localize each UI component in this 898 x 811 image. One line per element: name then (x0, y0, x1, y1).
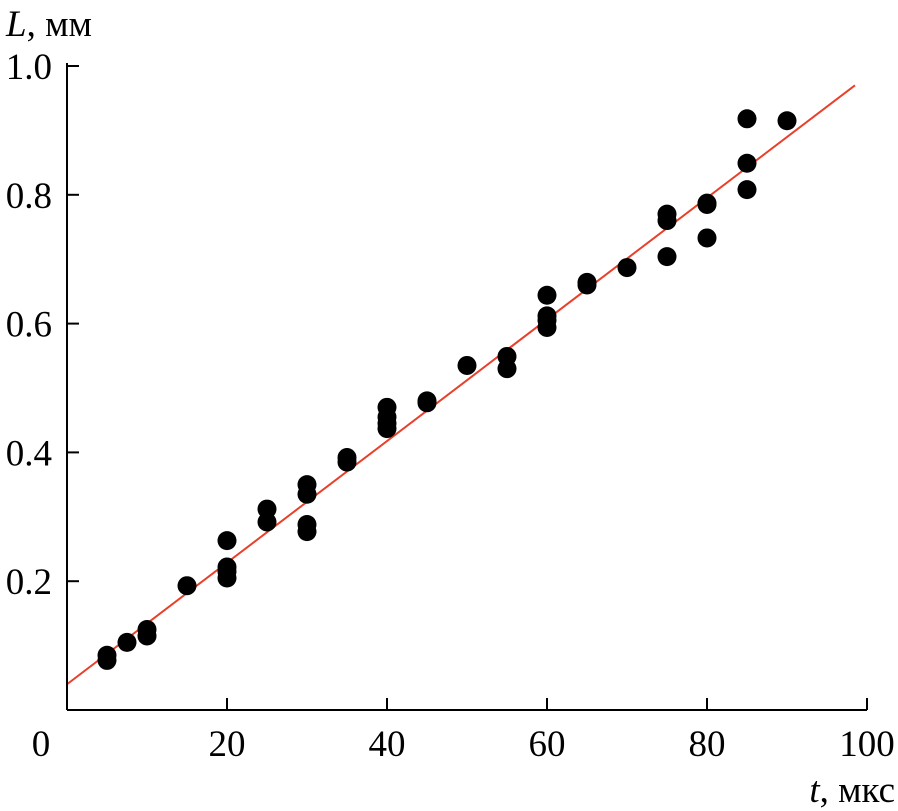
axes-layer (66, 63, 867, 711)
data-point (457, 355, 477, 375)
data-point (657, 247, 677, 267)
y-tick-label: 0.6 (6, 305, 52, 346)
x-tick-label: 40 (369, 724, 406, 765)
x-axis-unit: , мкс (820, 770, 895, 811)
data-point (257, 512, 277, 532)
data-point (117, 632, 137, 652)
data-points-layer (97, 109, 797, 670)
y-tick-label: 0.4 (6, 433, 52, 474)
data-point (97, 650, 117, 670)
y-axis-variable: L (5, 4, 27, 45)
data-point (737, 180, 757, 200)
data-point (177, 576, 197, 596)
data-point (537, 317, 557, 337)
x-tick-label: 100 (839, 724, 895, 765)
data-point (417, 393, 437, 413)
x-axis-label: t, мкс (809, 770, 895, 811)
data-point (577, 275, 597, 295)
data-point (497, 359, 517, 379)
data-point (697, 194, 717, 214)
data-point (737, 109, 757, 129)
data-point (737, 153, 757, 173)
y-tick-label: 1.0 (6, 47, 52, 88)
data-point (217, 531, 237, 551)
data-point (297, 522, 317, 542)
data-point (777, 111, 797, 131)
y-axis-unit: , мм (27, 4, 92, 45)
x-tick-label: 80 (689, 724, 726, 765)
y-tick-label: 0.8 (6, 176, 52, 217)
fit-line-layer (66, 84, 856, 686)
data-point (617, 258, 637, 278)
data-point (537, 285, 557, 305)
x-axis-variable: t (809, 770, 821, 811)
y-tick-label: 0.2 (6, 562, 52, 603)
data-point (137, 620, 157, 639)
data-point (337, 452, 357, 472)
ticks-layer: 0 20 40 60 80 100 0.2 0.4 0.6 0.8 1.0 (6, 47, 895, 765)
data-point (217, 568, 237, 588)
y-axis-label: L, мм (5, 4, 92, 45)
data-point (697, 228, 717, 248)
fit-line (66, 84, 856, 686)
data-point (657, 211, 677, 231)
data-point (297, 484, 317, 504)
x-tick-label: 20 (209, 724, 246, 765)
x-tick-label: 60 (529, 724, 566, 765)
data-point (377, 419, 397, 439)
x-tick-label: 0 (32, 724, 51, 765)
